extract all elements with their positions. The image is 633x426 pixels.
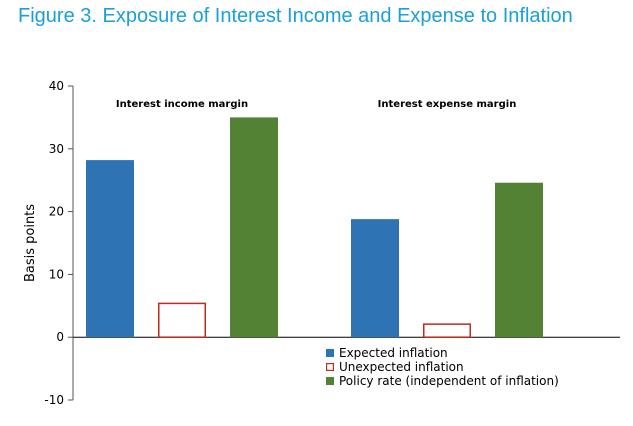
bar — [230, 117, 278, 338]
y-tick-label: 10 — [49, 267, 64, 281]
bar — [351, 219, 399, 338]
figure-title: Figure 3. Exposure of Interest Income an… — [18, 5, 573, 27]
category-label: Interest expense margin — [378, 99, 517, 110]
legend-label: Expected inflation — [339, 346, 448, 360]
category-label: Interest income margin — [116, 99, 248, 110]
bar — [423, 323, 471, 338]
y-tick-label: 40 — [49, 79, 64, 93]
bar — [158, 302, 206, 338]
y-tick-label: -10 — [44, 393, 64, 407]
y-axis-title: Basis points — [23, 204, 38, 282]
legend-label: Unexpected inflation — [339, 360, 464, 374]
bar — [86, 160, 134, 338]
legend-swatch — [326, 363, 335, 372]
legend-swatch — [326, 377, 334, 385]
y-tick-label: 30 — [49, 142, 64, 156]
y-tick-label: 20 — [49, 205, 64, 219]
bar — [495, 182, 543, 338]
category-labels: Interest income margin Interest expense m… — [116, 99, 516, 110]
y-tick-label: 0 — [56, 330, 64, 344]
legend-label: Policy rate (independent of inflation) — [339, 374, 559, 388]
bars — [86, 117, 543, 338]
legend-swatch — [326, 349, 334, 357]
